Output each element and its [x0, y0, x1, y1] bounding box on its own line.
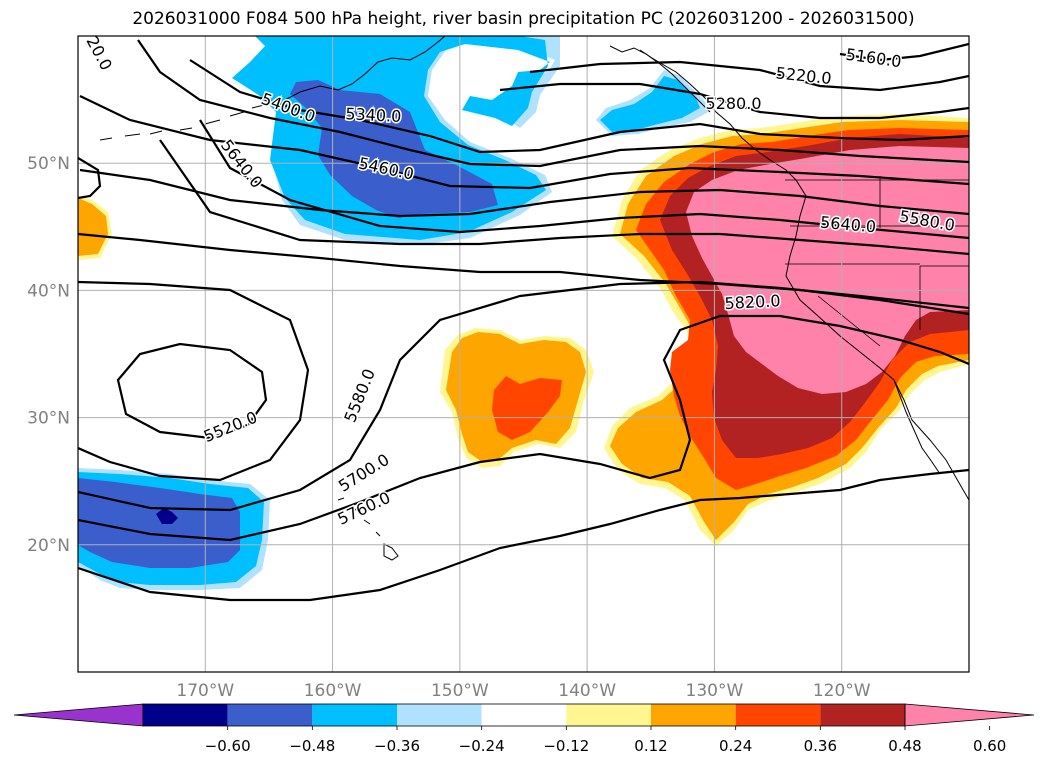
lon-tick-label: 120°W: [813, 681, 871, 701]
lat-tick-label: 20°N: [27, 536, 70, 556]
contour-5160: [839, 42, 969, 62]
colorbar-band: [312, 704, 397, 726]
contour-5220: [529, 60, 969, 92]
aleutian-islands: [99, 103, 269, 141]
colorbar-tick-label: −0.48: [289, 737, 335, 755]
gridlines: [78, 36, 969, 672]
colorbar-band: [143, 704, 228, 726]
contour-label: 5280.0: [706, 94, 762, 113]
contour-5760: [78, 314, 969, 542]
shade-central-red: [492, 376, 562, 440]
colorbar-min-arrow: [13, 703, 144, 727]
lon-tick-label: 140°W: [558, 681, 616, 701]
contour-5640-loop: [78, 157, 102, 200]
contour-5580-loop: [78, 280, 310, 482]
colorbar-tick-label: 0.24: [719, 737, 752, 755]
shade-north-pacific-blue: [290, 80, 498, 218]
height-contours: [78, 39, 969, 602]
colorbar-tick-label: 0.36: [804, 737, 837, 755]
contour-5340: [189, 59, 969, 154]
contour-5460: [79, 95, 969, 190]
axis-labels: 170°W 160°W 150°W 140°W 130°W 120°W 20°N 30°N 40…: [27, 154, 871, 701]
lon-tick-label: 160°W: [304, 681, 362, 701]
colorbar-max-arrow: [904, 703, 1035, 727]
colorbar-band: [566, 704, 651, 726]
colorbar-tick-label: 0.60: [973, 737, 1006, 755]
lat-tick-label: 50°N: [27, 154, 70, 174]
contour-5520-loop: [116, 342, 268, 440]
colorbar-band: [735, 704, 821, 726]
lon-tick-label: 170°W: [176, 681, 234, 701]
colorbar-tick-label: −0.36: [374, 737, 420, 755]
colorbar-band: [820, 704, 905, 726]
contour-5400: [137, 39, 969, 168]
colorbar-tick-label: −0.24: [459, 737, 505, 755]
contour-label: 5340.0: [345, 104, 402, 126]
colorbar-tick-label: −0.12: [543, 737, 589, 755]
colorbar-band: [227, 704, 313, 726]
positive-anomaly-regions: [78, 114, 969, 546]
lon-tick-label: 150°W: [431, 681, 489, 701]
colorbar: −0.60 −0.48 −0.36 −0.24 −0.12 0.12 0.24 0.36 0.4…: [13, 703, 1035, 755]
contour-5520-north: [79, 168, 969, 218]
colorbar-tick-label: −0.60: [205, 737, 251, 755]
lat-tick-label: 40°N: [27, 281, 70, 301]
coastline-baja: [893, 379, 941, 475]
contour-5640-north: [159, 139, 969, 256]
coastline-alaska-panhandle: [609, 45, 711, 113]
colorbar-band: [481, 704, 567, 726]
lat-tick-label: 30°N: [27, 409, 70, 429]
map-title: 2026031000 F084 500 hPa height, river ba…: [132, 9, 915, 29]
colorbar-frame: [142, 703, 906, 727]
hawaii-islands: [337, 497, 399, 561]
colorbar-band: [651, 704, 736, 726]
map-frame: [77, 35, 970, 673]
shade-west-orange-inner: [78, 198, 108, 256]
contour-5280: [499, 82, 969, 120]
shade-subtropical-darkblue: [156, 508, 178, 524]
state-borders: [785, 176, 969, 347]
contour-label: 5820.0: [724, 291, 781, 313]
colorbar-tick-label: 0.48: [888, 737, 921, 755]
colorbar-tick-label: 0.12: [634, 737, 667, 755]
negative-anomaly-regions: [78, 36, 712, 590]
colorbar-band: [397, 704, 482, 726]
contour-5700: [78, 280, 969, 512]
contour-5580-north: [199, 119, 969, 240]
lon-tick-label: 130°W: [686, 681, 744, 701]
contour-5820: [78, 468, 969, 602]
coastline-alaska: [284, 36, 446, 101]
